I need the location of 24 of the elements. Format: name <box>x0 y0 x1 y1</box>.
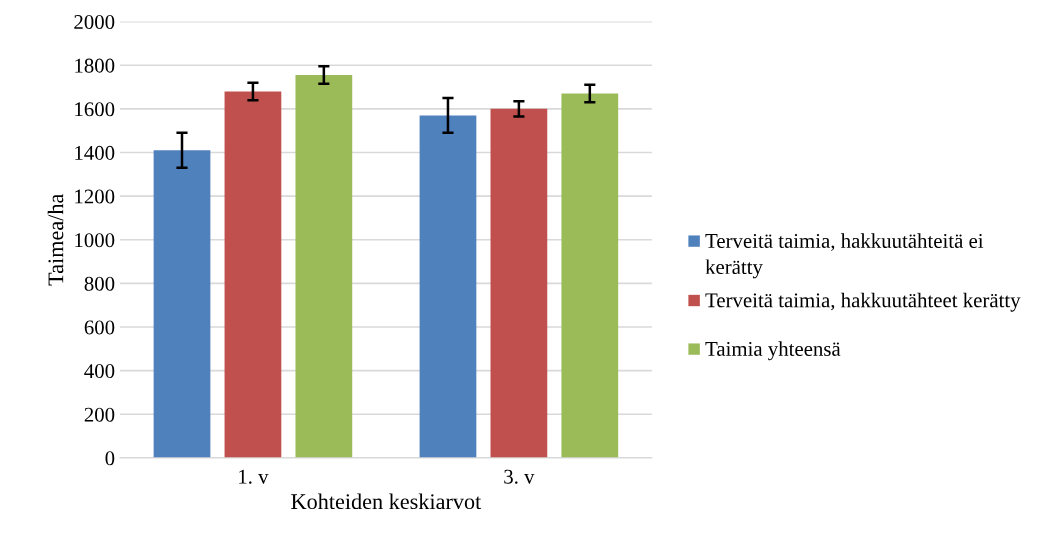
bar <box>419 115 477 458</box>
y-tick-label: 1200 <box>75 189 115 204</box>
x-tick-label: 1. v <box>239 469 269 484</box>
y-tick-label: 1000 <box>75 233 115 248</box>
y-tick-label: 1400 <box>75 145 115 160</box>
y-tick-label: 2000 <box>74 14 115 30</box>
legend-label: Terveitä taimia, hakkuutähteitä ei kerätty <box>705 233 984 279</box>
y-tick-label: 1600 <box>75 102 115 117</box>
bar <box>153 150 211 458</box>
x-axis-title: Kohteiden keskiarvot <box>291 493 482 510</box>
y-tick-label: 400 <box>84 364 115 379</box>
bar <box>561 93 619 458</box>
y-tick-label: 0 <box>105 451 115 466</box>
legend-label: Terveitä taimia, hakkuutähteet kerätty <box>705 292 1021 312</box>
bar <box>295 75 353 458</box>
y-tick-label: 200 <box>84 407 115 422</box>
bar <box>224 91 282 458</box>
y-axis-title: Taimea/ha <box>47 193 64 286</box>
bar <box>490 108 548 458</box>
y-tick-label: 1800 <box>75 58 115 73</box>
y-tick-label: 600 <box>84 320 115 335</box>
x-tick-label: 3. v <box>504 469 535 484</box>
legend-label: Taimia yhteensä <box>705 341 841 361</box>
y-tick-label: 800 <box>84 276 115 291</box>
